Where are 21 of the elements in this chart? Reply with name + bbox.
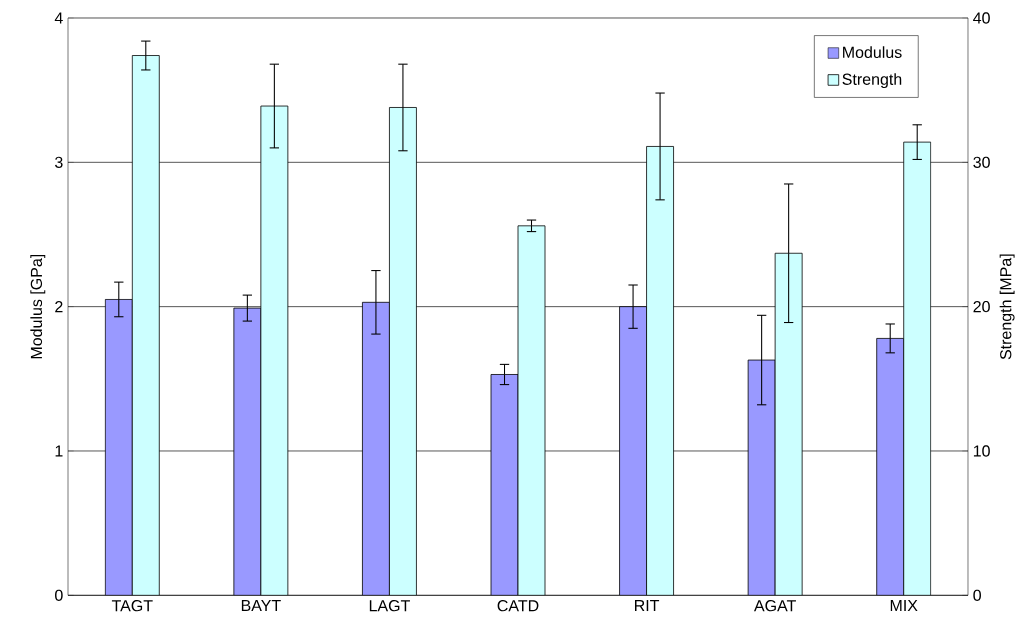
x-tick-label: RIT bbox=[635, 599, 660, 611]
y2-axis-title: Strength [MPa] bbox=[999, 254, 1015, 360]
y2-tick-label: 40 bbox=[973, 12, 990, 24]
y-tick-label: 0 bbox=[55, 589, 63, 601]
y2-tick-label: 10 bbox=[973, 445, 990, 457]
y2-tick-label: 30 bbox=[973, 156, 990, 168]
y-tick-label: 1 bbox=[55, 445, 63, 457]
x-tick-label: TAGT bbox=[111, 599, 153, 612]
y2-tick-label: 0 bbox=[973, 589, 981, 601]
y2-tick-label: 20 bbox=[973, 300, 990, 313]
x-tick-label: CATD bbox=[497, 599, 539, 612]
y-tick-label: 3 bbox=[55, 156, 63, 168]
x-tick-label: AGAT bbox=[753, 599, 796, 612]
y-tick-label: 2 bbox=[55, 300, 63, 313]
x-tick-label: BAYT bbox=[241, 599, 281, 611]
y-tick-label: 4 bbox=[54, 12, 63, 24]
legend-label: Modulus bbox=[843, 46, 902, 58]
legend-label: Strength bbox=[842, 73, 902, 88]
y-axis-title: Modulus [GPa] bbox=[30, 254, 46, 359]
x-tick-label: MIX bbox=[890, 599, 918, 611]
x-tick-label: LAGT bbox=[369, 599, 410, 612]
